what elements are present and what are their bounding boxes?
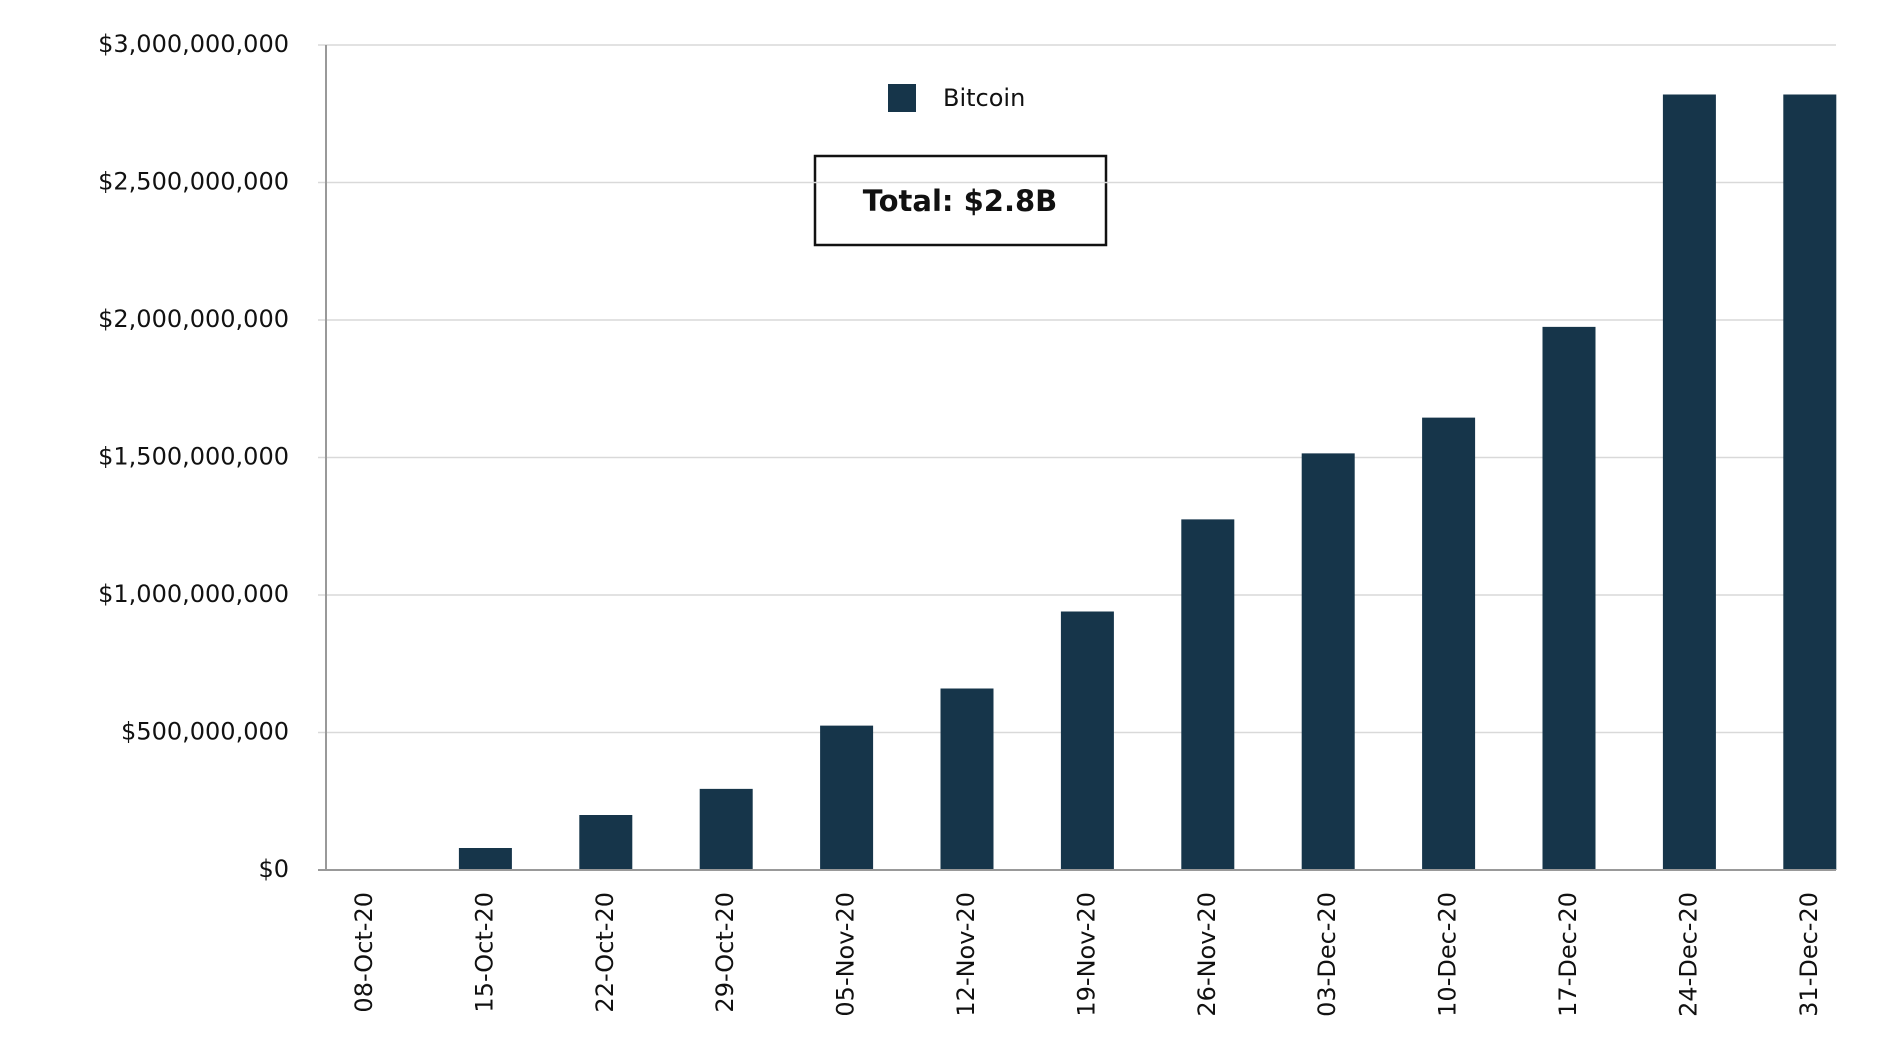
x-tick-label: 19-Nov-20 xyxy=(1072,892,1100,1017)
x-tick-label: 29-Oct-20 xyxy=(711,892,739,1013)
x-tick-label: 12-Nov-20 xyxy=(952,892,980,1017)
y-tick-label: $1,500,000,000 xyxy=(98,443,289,471)
legend-label: Bitcoin xyxy=(943,84,1025,112)
annotation: Total: $2.8B xyxy=(863,184,1058,218)
bar xyxy=(1542,326,1596,870)
y-tick-label: $3,000,000,000 xyxy=(98,30,289,58)
bar xyxy=(820,725,874,870)
bar xyxy=(699,788,753,870)
x-tick-label: 10-Dec-20 xyxy=(1434,892,1462,1017)
y-tick-label: $2,000,000,000 xyxy=(98,305,289,333)
bar xyxy=(579,815,633,870)
bar xyxy=(940,688,994,870)
x-tick-label: 15-Oct-20 xyxy=(470,892,498,1013)
bar xyxy=(1422,417,1476,870)
x-tick-label: 31-Dec-20 xyxy=(1795,892,1823,1017)
x-tick-label: 17-Dec-20 xyxy=(1554,892,1582,1017)
bar xyxy=(1301,453,1355,870)
bar xyxy=(1662,94,1716,870)
x-tick-label: 24-Dec-20 xyxy=(1674,892,1702,1017)
y-tick-label: $2,500,000,000 xyxy=(98,168,289,196)
x-tick-label: 22-Oct-20 xyxy=(591,892,619,1013)
x-tick-label: 08-Oct-20 xyxy=(350,892,378,1013)
bar xyxy=(458,848,512,870)
y-tick-label: $1,000,000,000 xyxy=(98,580,289,608)
x-tick-label: 05-Nov-20 xyxy=(832,892,860,1017)
legend-swatch xyxy=(888,84,916,112)
x-tick-label: 03-Dec-20 xyxy=(1313,892,1341,1017)
bar xyxy=(1181,519,1235,870)
bar xyxy=(1060,611,1114,870)
annotation-box xyxy=(813,154,1108,247)
bar xyxy=(1783,94,1837,870)
y-tick-label: $500,000,000 xyxy=(121,718,289,746)
y-tick-label: $0 xyxy=(258,855,289,883)
x-tick-label: 26-Nov-20 xyxy=(1193,892,1221,1017)
